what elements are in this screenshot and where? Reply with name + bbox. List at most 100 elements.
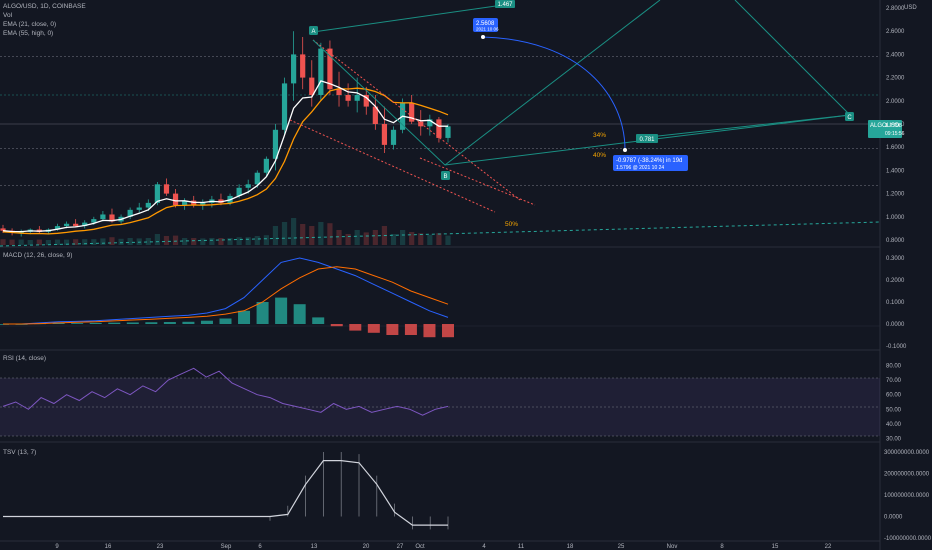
volume-bar: [354, 230, 360, 245]
candle-body: [163, 184, 170, 194]
vol-legend[interactable]: Vol: [3, 12, 13, 19]
level-value-tag[interactable]: 0.781: [636, 134, 658, 143]
macd-histogram-bar: [163, 322, 176, 324]
candle-body: [345, 95, 351, 101]
volume-bar: [172, 235, 179, 245]
time-tick-label: 25: [618, 544, 625, 550]
macd-histogram-bar: [312, 317, 325, 324]
point-c-marker[interactable]: C: [845, 112, 854, 121]
rsi-line: [2, 367, 449, 416]
tsv-pane[interactable]: [3, 452, 449, 530]
candle-body: [0, 228, 6, 231]
volume-bar: [372, 230, 378, 245]
price-pane[interactable]: A B C 1.467 2.5608 2021 10 06 -0.9787 (-…: [0, 0, 881, 247]
point-b-marker[interactable]: B: [441, 171, 450, 180]
volume-bar: [18, 239, 24, 245]
candle-body: [318, 48, 324, 95]
volume-bar: [9, 239, 15, 245]
time-tick-label: 4: [482, 544, 486, 550]
time-tick-label: 15: [772, 544, 779, 550]
volume-bar: [0, 239, 6, 245]
volume-bar: [182, 238, 188, 245]
ema21-line: [2, 80, 448, 233]
point-a-marker[interactable]: A: [309, 26, 318, 35]
price-tick-label: 2.4000: [886, 52, 905, 58]
volume-bar: [209, 238, 215, 245]
tsv-legend[interactable]: TSV (13, 7): [3, 449, 36, 456]
level-value-label: 0.781: [639, 137, 655, 143]
tsv-tick-label: 100000000.0000: [884, 493, 930, 499]
macd-histogram-bar: [238, 310, 251, 324]
volume-bar: [390, 234, 397, 245]
level-line: [639, 114, 851, 139]
symbol-title[interactable]: ALGO/USD, 1D, COINBASE: [3, 3, 86, 10]
projection-line-up: [444, 0, 661, 166]
macd-histogram-bar: [108, 322, 121, 324]
ema21-legend[interactable]: EMA (21, close, 0): [3, 21, 56, 28]
price-tick-label: 2.0000: [886, 99, 905, 105]
macd-histogram-bar: [126, 322, 139, 324]
pane-separators: [0, 0, 881, 550]
price-tag-value: 1.7798: [885, 123, 902, 129]
last-price-tag[interactable]: ALGOUSD 1.7798 09:15:56: [868, 120, 905, 138]
price-tick-label: 0.8000: [886, 238, 905, 244]
measure-top-value: 2.5608: [476, 21, 495, 27]
price-tick-label: 1.4000: [886, 168, 905, 174]
candle-body: [436, 119, 442, 138]
volume-bar: [327, 223, 333, 245]
tsv-tick-label: 0.0000: [884, 515, 903, 521]
volume-bar: [163, 236, 170, 245]
price-tag-countdown: 09:15:56: [885, 131, 905, 137]
price-tick-label: 2.2000: [886, 76, 905, 82]
candle-body: [200, 202, 206, 206]
measure-top-tag[interactable]: 2.5608 2021 10 06: [473, 18, 499, 32]
measure-start-point: [481, 35, 485, 39]
rsi-legend[interactable]: RSI (14, close): [3, 355, 46, 362]
candle-body: [263, 158, 269, 173]
candle-body: [336, 89, 342, 95]
fib-50-line: [419, 157, 536, 206]
rsi-tick-label: 30.00: [886, 437, 902, 443]
volume-bar: [427, 234, 433, 245]
volume-bar: [27, 240, 33, 245]
tsv-axis[interactable]: 300000000.0000 200000000.0000 100000000.00…: [884, 450, 932, 542]
measure-tag[interactable]: -0.9787 (-38.24%) in 19d 1.5796 @ 2021 1…: [613, 155, 688, 171]
rsi-tick-label: 40.00: [886, 422, 902, 428]
point-b-label: B: [443, 174, 447, 180]
time-tick-label: 6: [258, 544, 262, 550]
candle-body: [109, 214, 115, 222]
top-value-tag[interactable]: 1.467: [495, 0, 515, 8]
macd-tick-label: 0.1000: [886, 300, 905, 306]
time-axis[interactable]: 9 16 23 Sep 6 13 20 27 Oct 4 11 18 25 Nov 8 15 22: [55, 544, 832, 550]
macd-legend[interactable]: MACD (12, 26, close, 9): [3, 252, 72, 259]
candle-body: [145, 202, 151, 208]
price-tick-label: 2.6000: [886, 29, 905, 35]
candles: [0, 31, 451, 237]
volume-bar: [136, 238, 142, 245]
chart-legend: ALGO/USD, 1D, COINBASE Vol EMA (21, clos…: [3, 3, 86, 456]
time-tick-label: Oct: [415, 544, 425, 550]
candle-body: [309, 77, 315, 95]
macd-line: [3, 257, 449, 325]
volume-bar: [291, 218, 297, 245]
rsi-axis[interactable]: 80.00 70.00 60.00 50.00 40.00 30.00: [886, 363, 902, 442]
volume-bar: [363, 232, 369, 245]
macd-histogram-bar: [52, 322, 65, 324]
ema55-legend[interactable]: EMA (55, high, 0): [3, 30, 53, 37]
candle-body: [127, 209, 133, 217]
macd-pane[interactable]: [0, 257, 880, 338]
candle-body: [136, 207, 142, 210]
rsi-pane[interactable]: [0, 367, 880, 437]
macd-histogram: [0, 297, 454, 338]
macd-axis[interactable]: 0.3000 0.2000 0.1000 0.0000 -0.1000: [886, 256, 907, 350]
volume-bar: [154, 234, 160, 245]
volume-bar: [300, 224, 306, 245]
price-tag-name: ALGOUSD: [870, 123, 900, 129]
point-c-label: C: [847, 115, 852, 121]
candle-body: [82, 222, 88, 227]
candle-body: [381, 124, 388, 145]
macd-tick-label: 0.3000: [886, 256, 905, 262]
candle-body: [418, 121, 424, 127]
fib-40-label: 40%: [593, 152, 606, 159]
